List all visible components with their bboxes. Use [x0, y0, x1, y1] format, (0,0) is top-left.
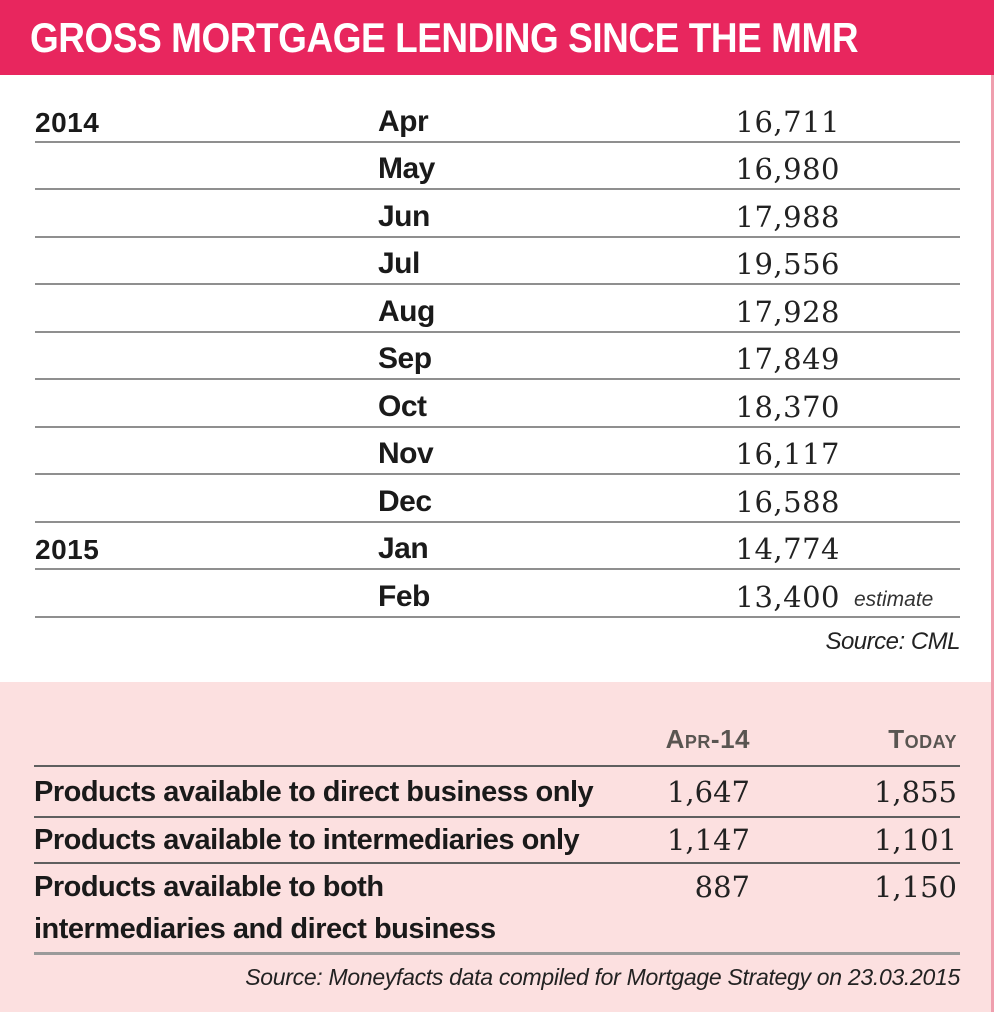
estimate-note [840, 517, 960, 519]
lending-row: Aug 17,928 [35, 285, 960, 333]
estimate-note [840, 469, 960, 471]
products-row: Products available to both intermediarie… [34, 864, 960, 955]
apr14-value: 887 [694, 870, 750, 904]
col-header-apr14: Apr-14 [665, 724, 750, 754]
header-bar: GROSS MORTGAGE LENDING SINCE THE MMR [0, 0, 994, 75]
apr14-value: 1,147 [666, 823, 750, 857]
month-cell: Jun [378, 199, 430, 233]
month-cell: Aug [378, 294, 435, 328]
estimate-note [840, 232, 960, 234]
lending-row: Dec 16,588 [35, 475, 960, 523]
value-cell: 17,928 [735, 294, 840, 329]
value-cell: 19,556 [735, 247, 840, 281]
estimate-note [840, 422, 960, 424]
estimate-note [840, 374, 960, 376]
lending-row: Sep 17,849 [35, 333, 960, 380]
year-cell: 2015 [35, 534, 100, 565]
today-value: 1,855 [873, 774, 957, 809]
product-label-line2: intermediaries and direct business [34, 913, 496, 945]
month-cell: Oct [378, 389, 427, 423]
lending-row: 2015 Jan 14,774 [35, 523, 960, 570]
estimate-note [840, 564, 960, 566]
product-label-line1: Products available to both [34, 871, 384, 903]
today-value: 1,150 [873, 870, 957, 904]
value-cell: 16,588 [735, 484, 840, 519]
value-cell: 18,370 [735, 389, 840, 424]
product-label: Products available to both intermediarie… [34, 866, 598, 950]
col-header-today: Today [888, 724, 957, 754]
products-source: Source: Moneyfacts data compiled for Mor… [245, 964, 960, 990]
month-cell: Nov [378, 437, 434, 470]
lending-row: Jul 19,556 [35, 238, 960, 285]
products-header-row: Apr-14 Today [34, 682, 960, 767]
lending-source: Source: CML [825, 627, 960, 655]
estimate-note [840, 327, 960, 329]
month-cell: Feb [378, 579, 430, 613]
estimate-note [840, 137, 960, 139]
lending-row: Jun 17,988 [35, 190, 960, 238]
estimate-note [840, 279, 960, 281]
lending-row: May 16,980 [35, 143, 960, 190]
estimate-note: estimate [854, 587, 934, 611]
value-cell: 13,400 [735, 579, 840, 614]
page-title: GROSS MORTGAGE LENDING SINCE THE MMR [30, 13, 859, 61]
right-edge-line [991, 75, 994, 1012]
value-cell: 14,774 [735, 532, 840, 566]
month-cell: Apr [378, 104, 429, 138]
month-cell: Sep [378, 342, 432, 375]
lending-table: 2014 Apr 16,711 May 16,980 Jun 17,988 Ju… [35, 95, 961, 656]
value-cell: 16,980 [735, 152, 840, 186]
value-cell: 17,988 [735, 199, 840, 234]
year-cell: 2014 [35, 106, 100, 138]
lending-row: Nov 16,117 [35, 428, 960, 475]
products-panel: Apr-14 Today Products available to direc… [0, 682, 994, 1012]
products-row: Products available to intermediaries onl… [34, 818, 960, 864]
apr14-value: 1,647 [666, 774, 750, 809]
value-cell: 16,117 [735, 437, 840, 471]
product-label: Products available to intermediaries onl… [34, 824, 580, 856]
month-cell: Jan [378, 532, 429, 565]
estimate-note [840, 184, 960, 186]
products-row: Products available to direct business on… [34, 767, 960, 818]
month-cell: Dec [378, 484, 432, 518]
product-label: Products available to direct business on… [34, 775, 594, 808]
lending-row: 2014 Apr 16,711 [35, 95, 960, 143]
value-cell: 16,711 [735, 104, 840, 139]
today-value: 1,101 [873, 823, 957, 857]
month-cell: Jul [378, 247, 420, 280]
value-cell: 17,849 [735, 342, 840, 376]
lending-row: Oct 18,370 [35, 380, 960, 428]
lending-row: Feb 13,400 estimate [35, 570, 960, 618]
month-cell: May [378, 152, 435, 185]
